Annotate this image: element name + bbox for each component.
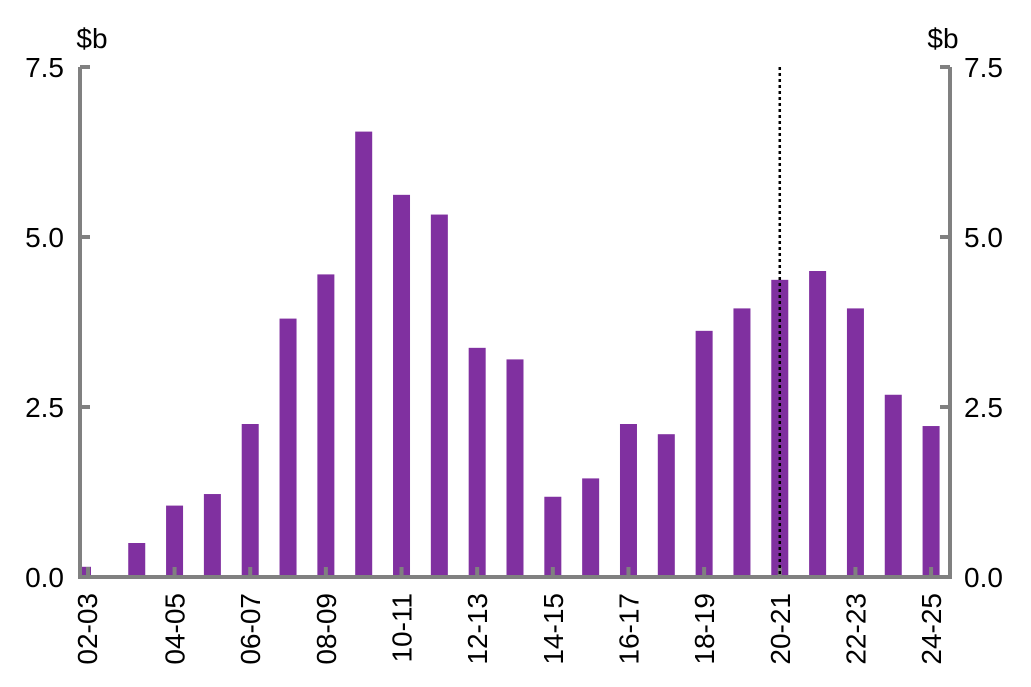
x-tick-label-20-21: 20-21 [765,593,796,665]
axes-group [78,65,952,579]
bar-05-06 [203,494,221,577]
bars-group [82,131,940,577]
x-tick-label-24-25: 24-25 [916,593,947,665]
bar-06-07 [241,424,259,577]
x-tick-label-04-05: 04-05 [160,593,191,665]
x-tick-label-12-13: 12-13 [462,593,493,665]
bar-23-24 [884,394,902,577]
bar-04-05 [166,505,184,577]
x-tick-label-06-07: 06-07 [235,593,266,665]
bar-21-22 [809,271,827,577]
bar-16-17 [619,424,637,577]
right-tick-label-7.5: 7.5 [964,52,1003,83]
right-tick-label-5.0: 5.0 [964,222,1003,253]
bar-19-20 [733,308,751,577]
bar-11-12 [430,214,448,577]
right-tick-label-0.0: 0.0 [964,562,1003,593]
bar-24-25 [922,426,940,577]
bar-15-16 [582,478,600,577]
left-tick-label-5.0: 5.0 [25,222,64,253]
bar-13-14 [506,359,524,577]
x-tick-label-08-09: 08-09 [311,593,342,665]
labels-group: $b $b 0.0 0.0 2.5 2.5 5.0 5.0 7.5 7.5 02-03 04-05… [25,23,1003,665]
bar-18-19 [695,330,713,577]
bar-12-13 [468,347,486,577]
bar-07-08 [279,318,297,577]
left-tick-label-7.5: 7.5 [25,52,64,83]
bar-03-04 [128,543,146,577]
right-tick-label-2.5: 2.5 [964,392,1003,423]
left-axis-unit: $b [76,23,107,54]
left-tick-label-2.5: 2.5 [25,392,64,423]
bar-14-15 [544,496,562,577]
bar-10-11 [393,194,411,577]
x-tick-label-02-03: 02-03 [72,593,103,665]
bar-09-10 [355,131,373,577]
x-tick-label-10-11: 10-11 [387,593,418,663]
left-tick-label-0.0: 0.0 [25,562,64,593]
x-tick-label-22-23: 22-23 [840,593,871,665]
right-axis-unit: $b [927,23,958,54]
x-tick-label-18-19: 18-19 [689,593,720,665]
x-tick-label-16-17: 16-17 [613,593,644,665]
x-tick-label-14-15: 14-15 [538,593,569,665]
bar-17-18 [657,434,675,577]
bar-08-09 [317,274,335,577]
bar-22-23 [846,308,864,577]
